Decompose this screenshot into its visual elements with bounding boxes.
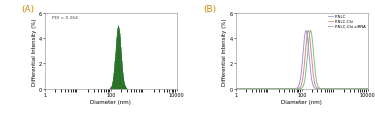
P-NLC-Chi xyxy=(240,88,245,90)
P-NLC-Chi xyxy=(338,88,342,90)
P-NLC-Chi-siRNA xyxy=(365,88,370,90)
P-NLC-Chi xyxy=(306,31,310,32)
P-NLC xyxy=(304,31,308,32)
Line: P-NLC-Chi: P-NLC-Chi xyxy=(236,31,368,89)
P-NLC-Chi-siRNA xyxy=(308,31,313,32)
P-NLC-Chi xyxy=(298,87,302,89)
P-NLC-Chi xyxy=(365,88,370,90)
P-NLC-Chi-siRNA xyxy=(240,88,245,90)
Line: P-NLC-Chi-siRNA: P-NLC-Chi-siRNA xyxy=(236,31,368,89)
Text: (B): (B) xyxy=(203,5,216,14)
P-NLC xyxy=(298,81,302,83)
Legend: P-NLC, P-NLC-Chi, P-NLC-Chi-siRNA: P-NLC, P-NLC-Chi, P-NLC-Chi-siRNA xyxy=(328,14,367,30)
P-NLC xyxy=(234,88,238,90)
P-NLC-Chi-siRNA xyxy=(362,88,366,90)
P-NLC xyxy=(294,88,298,89)
Y-axis label: Differential Intensity (%): Differential Intensity (%) xyxy=(32,18,37,85)
P-NLC xyxy=(362,88,366,90)
P-NLC-Chi xyxy=(362,88,366,90)
P-NLC-Chi-siRNA xyxy=(298,88,302,89)
Line: P-NLC: P-NLC xyxy=(236,31,368,89)
Text: PDI = 0.264: PDI = 0.264 xyxy=(52,16,78,20)
P-NLC xyxy=(338,88,342,90)
X-axis label: Diameter (nm): Diameter (nm) xyxy=(90,99,131,104)
P-NLC xyxy=(240,88,245,90)
X-axis label: Diameter (nm): Diameter (nm) xyxy=(281,99,322,104)
P-NLC xyxy=(365,88,370,90)
Text: (A): (A) xyxy=(21,5,34,14)
P-NLC-Chi xyxy=(362,88,366,90)
P-NLC-Chi-siRNA xyxy=(362,88,366,90)
Y-axis label: Differential Intensity (%): Differential Intensity (%) xyxy=(222,18,228,85)
P-NLC xyxy=(362,88,366,90)
P-NLC-Chi xyxy=(294,88,298,90)
P-NLC-Chi-siRNA xyxy=(338,88,342,90)
P-NLC-Chi-siRNA xyxy=(294,88,298,90)
P-NLC-Chi-siRNA xyxy=(234,88,238,90)
P-NLC-Chi xyxy=(234,88,238,90)
